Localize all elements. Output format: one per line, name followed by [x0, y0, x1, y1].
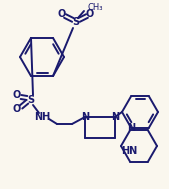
- Text: O: O: [13, 90, 21, 100]
- Text: N: N: [111, 112, 119, 122]
- Text: N: N: [81, 112, 89, 122]
- Text: O: O: [13, 104, 21, 114]
- Text: S: S: [73, 17, 80, 27]
- Text: S: S: [27, 95, 35, 105]
- Text: O: O: [86, 9, 94, 19]
- Text: N: N: [127, 123, 135, 133]
- Text: CH₃: CH₃: [88, 4, 103, 12]
- Text: NH: NH: [34, 112, 50, 122]
- Text: O: O: [58, 9, 66, 19]
- Text: HN: HN: [121, 146, 137, 156]
